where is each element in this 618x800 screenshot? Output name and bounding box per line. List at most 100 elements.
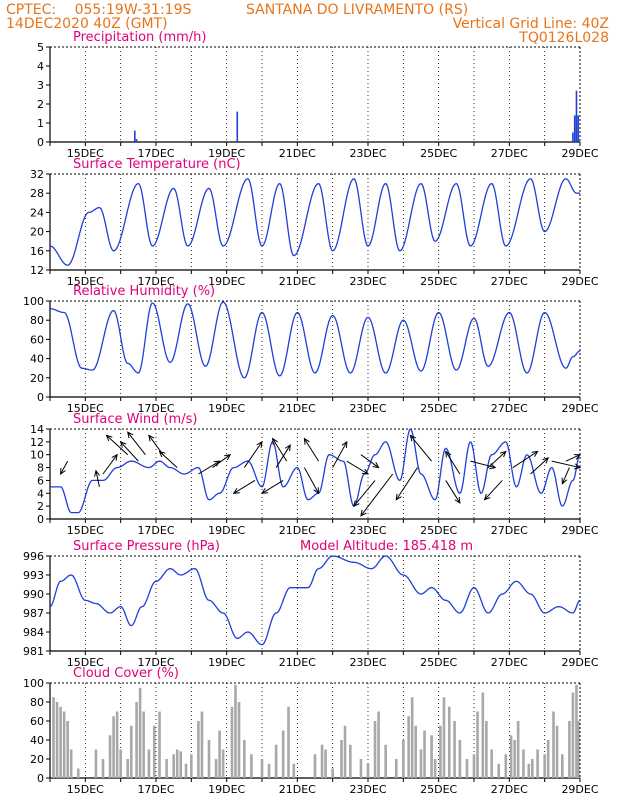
- y-tick-label: 12: [30, 264, 44, 277]
- wind-arrow: [551, 460, 582, 470]
- wind-arrow-shaft: [106, 435, 129, 456]
- wind-arrow-shaft: [120, 441, 139, 462]
- cloud-bar: [281, 730, 285, 778]
- y-tick-label: 10: [30, 449, 44, 462]
- wind-arrow-head: [158, 450, 166, 458]
- panel-rh: 0 20 40 60 80 100 15DEC 17DEC 19DEC 21DEC 23DEC 25D…: [23, 284, 599, 415]
- wind-arrow-head: [454, 496, 461, 504]
- panel-precip: 0 1 2 3 4 5 15DEC 17DEC 19DEC 21DEC 23DEC 25DEC 27DE…: [37, 30, 599, 160]
- wind-arrow-shaft: [95, 470, 100, 487]
- wind-arrow: [94, 469, 101, 487]
- wind-arrow: [395, 467, 418, 501]
- cloud-bar: [552, 711, 555, 778]
- x-tick-label: 27DEC: [491, 656, 528, 669]
- x-tick-label: 23DEC: [349, 656, 386, 669]
- x-tick-label: 17DEC: [137, 147, 174, 160]
- x-tick-label: 15DEC: [67, 147, 104, 160]
- cloud-bar: [190, 754, 193, 778]
- cloud-bar: [243, 740, 246, 778]
- cloud-bar: [237, 702, 241, 778]
- wind-arrow-shaft: [487, 451, 507, 468]
- cloud-bar: [509, 735, 513, 778]
- wind-arrow-head: [271, 437, 278, 445]
- wind-arrow: [530, 457, 550, 475]
- cloud-bar: [349, 744, 352, 778]
- wind-arrow: [487, 450, 507, 468]
- y-tick-label: 0: [37, 391, 44, 404]
- x-tick-label: 25DEC: [420, 783, 457, 796]
- x-tick-label: 17DEC: [137, 524, 174, 537]
- x-tick-label: 25DEC: [420, 275, 457, 288]
- wind-arrow-head: [303, 437, 310, 445]
- wind-arrow: [119, 441, 139, 462]
- wind-arrow: [60, 460, 69, 476]
- wind-arrow-head: [445, 450, 452, 458]
- cloud-bar: [536, 749, 539, 778]
- cloud-bar: [531, 759, 534, 778]
- y-tick-label: 981: [23, 645, 44, 658]
- wind-arrow: [303, 437, 319, 462]
- wind-arrow-shaft: [212, 454, 231, 468]
- cloud-bar: [126, 759, 130, 778]
- y-tick-label: 5: [37, 41, 44, 54]
- cloud-bar: [504, 754, 508, 778]
- y-tick-label: 14: [30, 423, 44, 436]
- cloud-bar: [410, 697, 414, 778]
- y-tick-label: 0: [37, 513, 44, 526]
- cloud-bar: [108, 735, 112, 778]
- wind-arrow: [158, 450, 178, 468]
- wind-arrow-shaft: [445, 451, 461, 475]
- y-tick-label: 993: [23, 569, 44, 582]
- cloud-bar: [433, 759, 437, 778]
- cloud-bar: [527, 763, 531, 778]
- cloud-bar: [135, 702, 138, 778]
- cloud-bar: [274, 744, 278, 778]
- wind-arrow-shaft: [551, 460, 581, 469]
- wind-arrow-head: [353, 500, 360, 508]
- wind-arrow-head: [261, 487, 269, 494]
- cloud-bar: [112, 716, 115, 778]
- y-tick-label: 8: [37, 462, 44, 475]
- x-tick-label: 17DEC: [137, 402, 174, 415]
- cloud-bar: [407, 716, 410, 778]
- y-tick-label: 20: [30, 372, 44, 385]
- run-datetime: 14DEC2020 40Z (GMT): [6, 16, 168, 32]
- cloud-bar: [94, 749, 98, 778]
- y-tick-label: 984: [23, 626, 44, 639]
- x-tick-label: 17DEC: [137, 275, 174, 288]
- cloud-bar: [267, 763, 271, 778]
- panel-cloud: 0 20 40 60 80 100 15DEC 17DEC 19DEC 21DEC 23DEC 25D…: [23, 666, 599, 796]
- x-tick-label: 19DEC: [208, 524, 245, 537]
- x-tick-label: 15DEC: [67, 275, 104, 288]
- wind-arrow: [212, 454, 232, 468]
- cloud-bar: [197, 721, 200, 778]
- cloud-bar: [287, 706, 290, 778]
- cloud-bar: [147, 749, 151, 778]
- cloud-bar: [543, 754, 546, 778]
- wind-arrow-shaft: [159, 451, 178, 468]
- x-tick-label: 19DEC: [208, 656, 245, 669]
- grid-note: Vertical Grid Line: 40Z: [452, 16, 609, 32]
- cloud-bar: [66, 721, 69, 778]
- cloud-bar: [439, 725, 442, 778]
- panel-title: Surface Pressure (hPa): [73, 539, 220, 554]
- x-tick-label: 23DEC: [349, 147, 386, 160]
- cloud-bar: [207, 740, 211, 778]
- wind-arrow: [470, 460, 497, 470]
- cloud-bar: [513, 740, 516, 778]
- x-tick-label: 17DEC: [137, 783, 174, 796]
- cloud-bar: [115, 711, 119, 778]
- wind-arrow: [232, 480, 256, 494]
- y-tick-label: 28: [30, 187, 44, 200]
- cloud-bar: [218, 730, 221, 778]
- y-tick-label: 100: [23, 677, 44, 690]
- wind-arrow-head: [483, 493, 491, 501]
- x-tick-label: 25DEC: [420, 402, 457, 415]
- panel-title: Cloud Cover (%): [73, 666, 179, 681]
- y-tick-label: 40: [30, 734, 44, 747]
- y-tick-label: 24: [30, 206, 44, 219]
- x-tick-label: 25DEC: [420, 147, 457, 160]
- x-tick-label: 23DEC: [349, 402, 386, 415]
- x-tick-label: 17DEC: [137, 656, 174, 669]
